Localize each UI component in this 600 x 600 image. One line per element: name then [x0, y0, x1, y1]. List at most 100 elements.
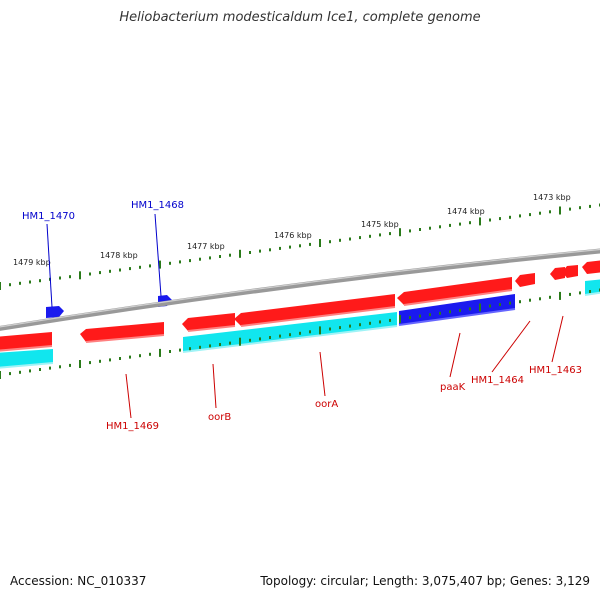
- outer-ring-tick: [489, 218, 491, 222]
- outer-ring-tick: [239, 249, 241, 258]
- outer-ring-tick: [259, 249, 261, 253]
- gene-hm1-1464-arrow[interactable]: [515, 273, 535, 287]
- inner-ring-tick: [299, 331, 301, 335]
- gene-left-partial[interactable]: [0, 332, 52, 351]
- inner-ring-tick: [69, 363, 71, 367]
- outer-ring-tick: [139, 265, 141, 269]
- inner-ring-tick: [499, 303, 501, 307]
- kbp-labels: 1479 kbp 1478 kbp 1477 kbp 1476 kbp 1475…: [13, 193, 571, 267]
- label-hm1-1470[interactable]: HM1_1470: [22, 211, 75, 222]
- outer-ring-tick: [399, 228, 401, 237]
- cds-paak-blue[interactable]: [399, 294, 515, 325]
- inner-ring-tick: [9, 372, 11, 376]
- cds-left-partial[interactable]: [0, 349, 53, 368]
- inner-ring-tick: [489, 304, 491, 308]
- outer-ring-tick: [329, 240, 331, 244]
- gene-oora-arrow[interactable]: [234, 294, 395, 326]
- kbp-label-1478: 1478 kbp: [100, 251, 138, 260]
- label-hm1-1464[interactable]: HM1_1464: [471, 375, 524, 386]
- outer-ring-tick: [119, 268, 121, 272]
- inner-ring-tick: [219, 343, 221, 346]
- outer-ring-tick: [339, 238, 341, 242]
- inner-ring-tick: [59, 365, 61, 369]
- inner-ring-tick: [159, 348, 161, 357]
- inner-ring-tick: [439, 311, 441, 315]
- cds-blue-shadow: [398, 308, 516, 326]
- outer-ring-tick: [389, 232, 391, 236]
- inner-ring-tick: [109, 358, 111, 362]
- inner-ring-tick: [119, 357, 121, 360]
- inner-ring-tick: [79, 360, 81, 368]
- gene-hm1-1463-arrow-b[interactable]: [562, 265, 578, 278]
- inner-ring-tick: [259, 337, 261, 341]
- gene-paak-arrow[interactable]: [397, 277, 512, 305]
- outer-ring-tick: [539, 211, 541, 215]
- cds-right-partial[interactable]: [585, 279, 600, 295]
- outer-ring-tick: [309, 242, 311, 246]
- leader-hm1-1464: [491, 320, 531, 373]
- outer-ring-tick: [69, 275, 71, 279]
- inner-ring-tick: [229, 341, 231, 345]
- outer-ring-tick: [299, 244, 301, 248]
- label-hm1-1468[interactable]: HM1_1468: [131, 200, 184, 211]
- leader-hm1-1468: [154, 213, 162, 297]
- gene-labels: HM1_1470 HM1_1468 HM1_1469 oorB oorA paa…: [22, 200, 582, 432]
- outer-ring-tick: [469, 221, 471, 225]
- inner-ring-tick: [179, 348, 181, 352]
- inner-ring-tick: [429, 313, 431, 317]
- inner-ring-tick: [249, 338, 251, 342]
- inner-ring-tick: [329, 327, 331, 331]
- outer-ring-tick: [149, 264, 151, 268]
- inner-ring-tick: [0, 371, 1, 379]
- inner-ring-tick: [549, 295, 551, 299]
- gene-hm1-1469-arrow[interactable]: [80, 322, 164, 342]
- inner-ring-tick: [379, 320, 381, 324]
- outer-ring-tick: [439, 225, 441, 229]
- outer-ring-tick: [39, 279, 41, 283]
- label-paak[interactable]: paaK: [440, 382, 466, 393]
- label-oora[interactable]: oorA: [315, 399, 338, 410]
- inner-ring-tick: [239, 337, 241, 346]
- inner-ring-tick: [19, 370, 21, 374]
- genome-backbone: [0, 248, 600, 331]
- outer-ring-tick: [109, 269, 111, 273]
- outer-ring-tick: [319, 239, 321, 247]
- inner-ring-tick: [349, 324, 351, 328]
- outer-ring-tick: [549, 210, 551, 214]
- genome-summary-text: Topology: circular; Length: 3,075,407 bp…: [260, 574, 590, 588]
- outer-ring-tick: [219, 255, 221, 258]
- outer-ring-tick: [279, 246, 281, 250]
- outer-ring-tick: [19, 281, 21, 285]
- map-title: Heliobacterium modesticaldum Ice1, compl…: [119, 10, 481, 25]
- inner-ring-tick: [129, 355, 131, 359]
- leader-oora: [319, 351, 326, 397]
- inner-ring-tick: [459, 308, 461, 312]
- outer-ring-tick: [449, 223, 451, 227]
- outer-ring-tick: [189, 259, 191, 263]
- gene-right-partial[interactable]: [582, 260, 600, 274]
- inner-ring-tick: [419, 314, 421, 318]
- gene-hm1-1463-arrow-a[interactable]: [550, 267, 565, 280]
- outer-ring-tick: [29, 280, 31, 284]
- cds-shadow-strip: [0, 291, 600, 369]
- outer-ring-tick: [369, 234, 371, 238]
- gene-shadow-strip: [0, 289, 513, 352]
- leader-hm1-1463: [551, 315, 564, 363]
- outer-ring-tick: [9, 283, 11, 287]
- kbp-label-1479: 1479 kbp: [13, 258, 51, 267]
- label-hm1-1469[interactable]: HM1_1469: [106, 421, 159, 432]
- accession-text: Accession: NC_010337: [10, 574, 147, 588]
- forward-strand-genes: [0, 260, 600, 352]
- cds-oorb-oora[interactable]: [183, 312, 397, 352]
- gene-hm1-1470-arrow[interactable]: [46, 306, 64, 318]
- outer-ring-tick: [529, 213, 531, 217]
- outer-ring-tick: [509, 215, 511, 219]
- cds-strand: [0, 279, 600, 369]
- outer-ring-tick: [79, 271, 81, 280]
- inner-ring-tick: [189, 347, 191, 351]
- label-hm1-1463[interactable]: HM1_1463: [529, 365, 582, 376]
- inner-ring-tick: [279, 334, 281, 338]
- outer-ring-tick: [459, 222, 461, 226]
- label-oorb[interactable]: oorB: [208, 412, 231, 423]
- inner-ring-tick: [149, 352, 151, 356]
